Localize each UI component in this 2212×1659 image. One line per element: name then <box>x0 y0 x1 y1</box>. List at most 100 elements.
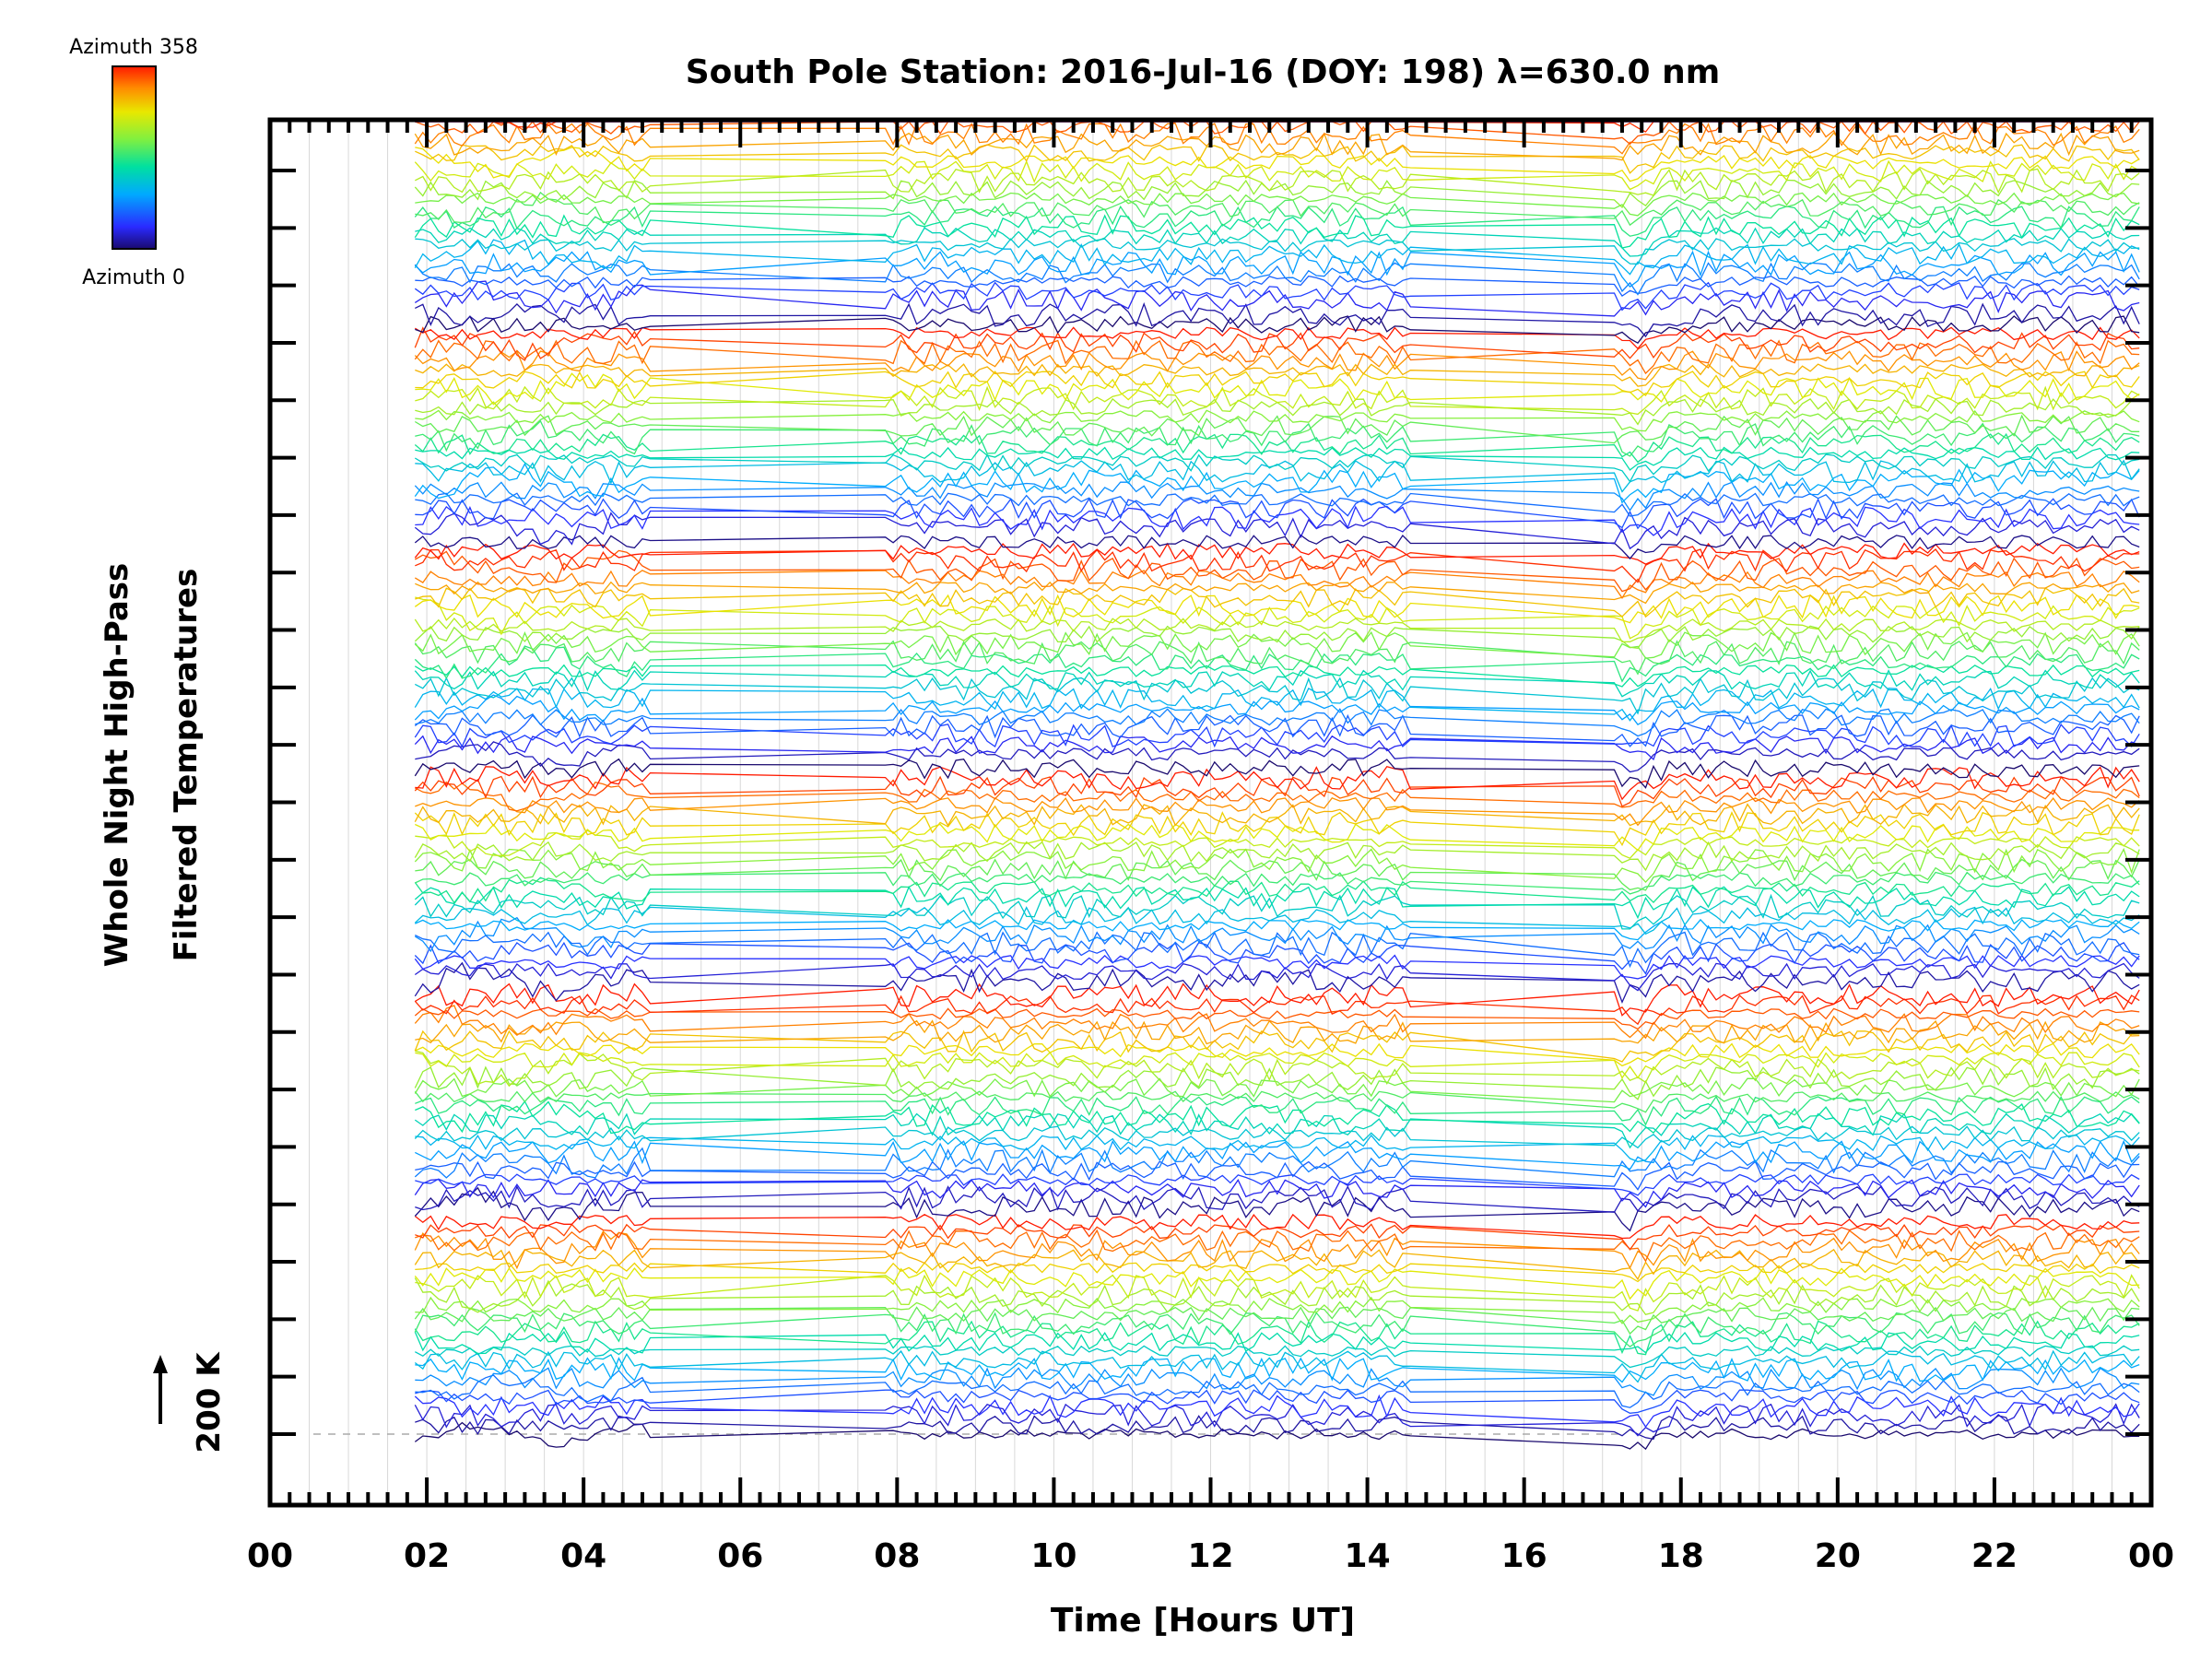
series-line <box>415 677 2140 715</box>
x-tick-label: 04 <box>560 1537 606 1575</box>
series-line <box>414 1186 2140 1232</box>
series-line <box>414 1421 2140 1451</box>
series-line <box>414 630 2140 659</box>
colorbar-bottom-label: Azimuth 0 <box>82 266 185 289</box>
series-line <box>414 1213 2140 1240</box>
series-line <box>415 227 2140 257</box>
series-group <box>414 120 2140 1451</box>
series-line <box>414 961 2140 1005</box>
series-line <box>414 262 2140 296</box>
series-line <box>414 885 2140 920</box>
series-line <box>415 858 2140 891</box>
series-line <box>414 1065 2140 1100</box>
series-line <box>414 877 2140 904</box>
x-tick-label: 02 <box>404 1537 450 1575</box>
series-line <box>414 1147 2140 1179</box>
series-line <box>414 280 2140 317</box>
series-line <box>414 1090 2140 1113</box>
series-line <box>415 385 2140 416</box>
series-line <box>414 962 2140 992</box>
series-line <box>415 918 2140 941</box>
series-line <box>415 1095 2140 1126</box>
series-line <box>415 363 2140 387</box>
series-line <box>414 1248 2140 1281</box>
series-line <box>414 350 2140 381</box>
series-line <box>414 326 2140 350</box>
series-line <box>414 982 2140 1017</box>
series-line <box>414 1112 2140 1149</box>
series-line <box>414 1125 2140 1149</box>
series-line <box>414 1349 2140 1383</box>
x-tick-label: 00 <box>2128 1537 2174 1575</box>
series-line <box>414 1394 2140 1429</box>
series-line <box>414 664 2140 688</box>
x-tick-label: 12 <box>1187 1537 1233 1575</box>
colorbar: Azimuth 358 Azimuth 0 <box>69 36 198 289</box>
series-line <box>414 803 2140 827</box>
series-line <box>415 1050 2140 1088</box>
series-line <box>414 640 2140 676</box>
series-line <box>414 906 2140 935</box>
series-line <box>415 1042 2140 1067</box>
series-line <box>414 1005 2140 1040</box>
series-line <box>414 893 2140 930</box>
series-line <box>414 811 2140 847</box>
series-line <box>415 931 2140 969</box>
series-line <box>415 275 2140 298</box>
series-line <box>414 132 2140 161</box>
series-line <box>414 122 2140 155</box>
series-line <box>414 1345 2140 1369</box>
series-line <box>415 1139 2140 1171</box>
series-line <box>414 326 2140 361</box>
series-line <box>415 1389 2140 1414</box>
series-line <box>415 459 2140 493</box>
series-line <box>414 159 2140 191</box>
series-line <box>415 871 2140 895</box>
series-line <box>414 512 2140 550</box>
series-line <box>415 708 2140 737</box>
series-line <box>415 301 2140 338</box>
colorbar-top-label: Azimuth 358 <box>69 36 198 59</box>
series-line <box>415 1051 2140 1079</box>
series-line <box>415 1357 2140 1383</box>
series-line <box>414 339 2140 375</box>
series-line <box>415 371 2140 397</box>
y-axis-label-line1: Whole Night High-Pass <box>99 563 135 968</box>
series-line <box>414 1230 2140 1270</box>
series-line <box>415 766 2140 801</box>
x-tick-label: 00 <box>247 1537 293 1575</box>
series-line <box>415 1019 2140 1045</box>
series-line <box>415 581 2140 605</box>
series-line <box>414 994 2140 1026</box>
scale-marker: 200 K <box>153 1351 228 1453</box>
axes <box>267 117 2154 1508</box>
series-line <box>414 432 2140 464</box>
series-line <box>414 735 2140 761</box>
series-line <box>414 281 2140 312</box>
series-line <box>414 775 2140 807</box>
series-line <box>415 1415 2140 1441</box>
series-line <box>415 1100 2140 1135</box>
series-line <box>415 120 2140 146</box>
series-line <box>415 587 2140 618</box>
series-line <box>414 1320 2140 1356</box>
series-line <box>415 446 2140 471</box>
series-line <box>415 168 2140 196</box>
x-axis-label: Time [Hours UT] <box>1051 1602 1355 1640</box>
series-line <box>415 1262 2140 1283</box>
x-tick-label: 08 <box>874 1537 920 1575</box>
series-line <box>415 1223 2140 1251</box>
series-line <box>414 687 2140 722</box>
series-line <box>414 941 2140 975</box>
x-tick-label: 10 <box>1030 1537 1077 1575</box>
series-line <box>414 250 2140 288</box>
series-line <box>414 463 2140 504</box>
series-line <box>415 796 2140 827</box>
series-line <box>415 781 2140 812</box>
series-line <box>415 1185 2140 1213</box>
series-line <box>415 1274 2140 1312</box>
series-line <box>415 397 2140 426</box>
series-line <box>414 481 2140 512</box>
series-line <box>414 724 2140 748</box>
